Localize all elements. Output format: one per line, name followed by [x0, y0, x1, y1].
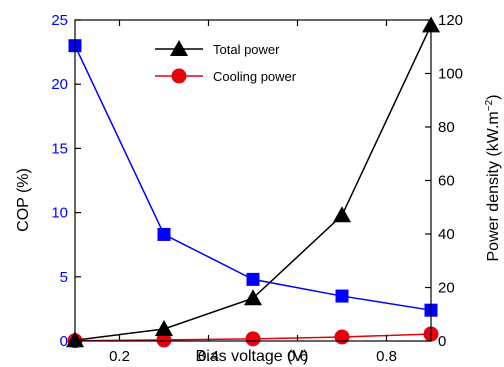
left-y-tick-label: 10 — [51, 205, 68, 222]
series-cooling-power — [67, 326, 439, 349]
legend-item-cooling-power: Cooling power — [155, 68, 297, 84]
left-axis-title: COP (%) — [15, 168, 32, 232]
right-y-tick-label: 80 — [438, 119, 455, 136]
series-layer — [66, 16, 440, 349]
data-point-total-power — [155, 319, 173, 336]
x-axis-title: Bias voltage (V) — [196, 348, 309, 365]
right-axis-title-main: Power density (kW.m — [485, 111, 502, 261]
legend-label-total-power: Total power — [213, 42, 280, 57]
right-y-tick-label: 20 — [438, 280, 455, 297]
legend-label-cooling-power: Cooling power — [213, 69, 297, 84]
left-y-tick-label: 25 — [51, 12, 68, 29]
left-y-tick-label: 15 — [51, 140, 68, 157]
right-y-tick-label: 120 — [438, 12, 463, 29]
right-y-tick-label: 40 — [438, 226, 455, 243]
right-axis-title-end: ) — [485, 95, 502, 100]
x-tick-label: 0.6 — [287, 348, 308, 365]
x-tick-label: 0.8 — [376, 348, 397, 365]
axes: 0.2 0.4 0.6 0.8 0 5 10 15 20 25 0 20 40 60 80 100 120 — [51, 12, 463, 365]
series-line-cop — [74, 45, 432, 311]
right-y-tick-label: 100 — [438, 66, 463, 83]
data-point-cop — [157, 227, 171, 241]
left-y-tick-label: 5 — [60, 269, 68, 286]
data-point-cooling-power — [245, 331, 261, 347]
legend-marker-total-power — [170, 40, 188, 56]
right-axis-title-sup: −2 — [484, 99, 495, 111]
left-y-tick-label: 0 — [60, 333, 68, 350]
data-point-cop — [246, 272, 260, 286]
legend-marker-cooling-power — [171, 68, 187, 84]
right-axis-title: Power density (kW.m−2) — [484, 95, 502, 262]
series-total-power — [66, 16, 440, 348]
right-y-tick-label: 60 — [438, 173, 455, 190]
x-tick-label: 0.4 — [198, 348, 219, 365]
left-y-tick-label: 20 — [51, 76, 68, 93]
data-point-total-power — [333, 206, 351, 223]
legend: Total power Cooling power — [155, 40, 297, 84]
data-point-cop — [335, 289, 349, 303]
data-point-cooling-power — [334, 329, 350, 345]
data-point-total-power — [244, 289, 262, 306]
legend-item-total-power: Total power — [155, 40, 280, 57]
right-y-tick-label: 0 — [438, 333, 446, 350]
data-point-cooling-power — [156, 332, 172, 348]
x-tick-label: 0.2 — [109, 348, 130, 365]
